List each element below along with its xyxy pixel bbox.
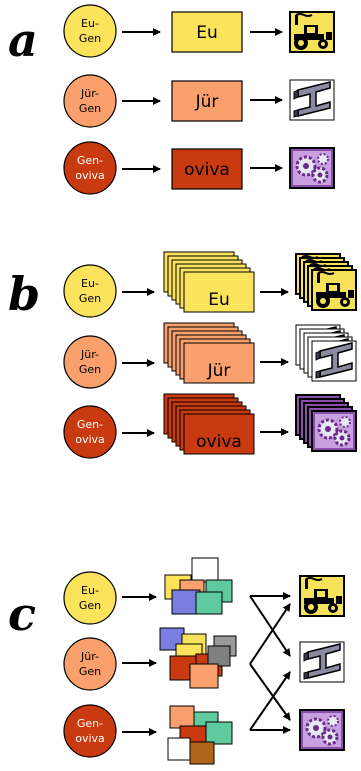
gene-label-line2: Gen (79, 102, 101, 115)
product-label: Eu (208, 290, 230, 310)
jur-product-stack (163, 322, 255, 384)
mixed-product-cluster-2 (159, 627, 237, 689)
steel-beam-icon (299, 641, 345, 683)
tractor-icon-stack (295, 253, 357, 311)
eu-gene-circle (63, 4, 117, 58)
jur-product-box (171, 80, 243, 122)
tractor-icon (289, 11, 335, 53)
oviva-gene-circle (63, 141, 117, 195)
panel-c-row-eu: Eu- Gen (63, 571, 157, 625)
tractor-icon (299, 575, 345, 617)
eu-gene-circle (63, 571, 117, 625)
product-label: Jür (195, 92, 219, 112)
gene-label-line2: Gen (79, 363, 101, 376)
gene-label-line2: oviva (75, 169, 105, 182)
gene-label-line1: Eu- (81, 277, 99, 290)
oviva-product-stack (163, 393, 255, 455)
panel-letter-b: b (8, 267, 40, 321)
jur-gene-circle (63, 637, 117, 691)
gene-label-line2: Gen (79, 665, 101, 678)
steel-beam-icon-stack (295, 324, 357, 382)
eu-product-stack (163, 251, 255, 313)
panel-letter-a: a (8, 13, 38, 67)
panel-c-row-jur: Jür- Gen (63, 637, 157, 691)
oviva-gene-circle (63, 405, 117, 459)
panel-a-row-jur: Jür- Gen Jür (63, 74, 335, 128)
gears-icon-stack (294, 393, 358, 453)
product-label: oviva (196, 432, 242, 452)
jur-gene-circle (63, 335, 117, 389)
steel-beam-icon (289, 79, 335, 121)
oviva-product-box (171, 148, 243, 190)
gears-icon (298, 708, 346, 752)
gene-label-line1: Eu- (81, 17, 99, 30)
panel-b-row-jur: Jür- Gen Jür (63, 322, 357, 389)
panel-letter-c: c (8, 587, 36, 641)
gene-label-line1: Jür- (80, 348, 99, 361)
panel-c-row-oviva: Gen- oviva (63, 704, 157, 758)
gears-icon (288, 146, 336, 190)
gene-label-line1: Gen- (77, 154, 103, 167)
mixed-product-cluster-1 (164, 557, 233, 615)
gene-label-line2: oviva (75, 732, 105, 745)
panel-a-row-eu: Eu- Gen Eu (63, 4, 335, 58)
product-label: Eu (196, 23, 218, 43)
gene-label-line1: Eu- (81, 584, 99, 597)
gene-label-line2: Gen (79, 32, 101, 45)
crossing-arrows (249, 592, 291, 734)
jur-gene-circle (63, 74, 117, 128)
gene-label-line1: Gen- (77, 717, 103, 730)
eu-gene-circle (63, 264, 117, 318)
product-label: oviva (184, 160, 230, 180)
mixed-product-cluster-3 (167, 705, 233, 765)
panel-a-row-oviva: Gen- oviva oviva (63, 141, 336, 195)
eu-product-box (171, 11, 243, 53)
gene-label-line2: Gen (79, 599, 101, 612)
product-label: Jür (207, 361, 231, 381)
gene-label-line1: Gen- (77, 418, 103, 431)
gene-label-line1: Jür- (80, 650, 99, 663)
gene-label-line1: Jür- (80, 87, 99, 100)
oviva-gene-circle (63, 704, 117, 758)
panel-b-row-eu: Eu- Gen Eu (63, 251, 357, 318)
gene-label-line2: Gen (79, 292, 101, 305)
gene-label-line2: oviva (75, 433, 105, 446)
panel-b-row-oviva: Gen- oviva oviva (63, 393, 358, 459)
